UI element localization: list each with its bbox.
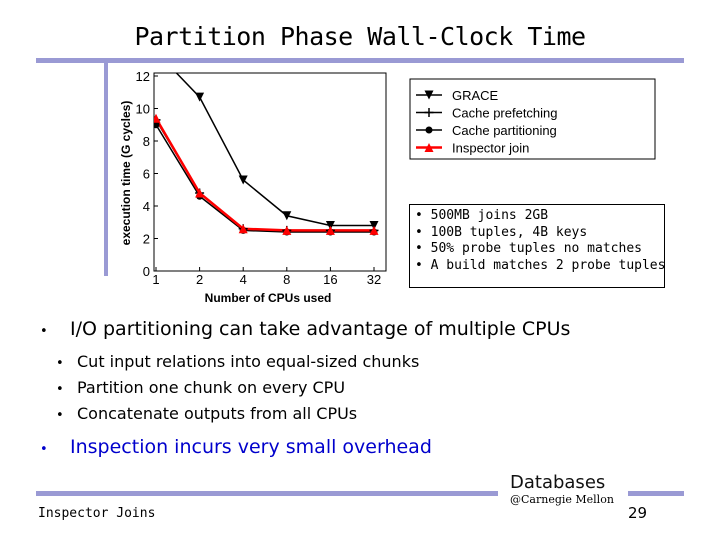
legend-marker — [424, 143, 434, 152]
footer-brand: Databases — [510, 472, 606, 493]
note-line: • 50% probe tuples no matches — [415, 241, 642, 256]
data-point-inspector-join — [369, 225, 379, 235]
y-tick-label: 0 — [143, 264, 150, 279]
footer-title: Inspector Joins — [38, 506, 156, 521]
data-point-grace — [238, 175, 248, 185]
y-axis-label: execution time (G cycles) — [119, 101, 133, 246]
chart-legend: GRACE Cache prefetching Cache partitioning… — [409, 78, 656, 160]
y-tick-label: 6 — [143, 167, 150, 182]
data-point-inspector-join — [154, 113, 161, 123]
bullet-dot: • — [40, 324, 48, 339]
bullet-text: I/O partitioning can take advantage of m… — [70, 318, 571, 340]
x-tick-label: 4 — [240, 272, 247, 287]
series-line-inspector-join — [154, 117, 374, 232]
note-line: • A build matches 2 probe tuples — [415, 257, 666, 273]
legend-item-cache-partitioning: Cache partitioning — [416, 123, 557, 138]
sub-bullet-text: Cut input relations into equal-sized chu… — [77, 352, 420, 371]
legend-label: Inspector join — [452, 141, 529, 156]
series-line-grace — [175, 73, 374, 227]
plot-area — [153, 72, 387, 272]
sub-bullet-item: • Concatenate outputs from all CPUs — [56, 404, 357, 423]
data-point-inspector-join — [325, 225, 335, 235]
sub-bullet-text: Concatenate outputs from all CPUs — [77, 404, 358, 423]
sub-bullet-item: • Partition one chunk on every CPU — [56, 378, 345, 397]
bullet-item-highlight: • Inspection incurs very small overhead — [40, 436, 432, 458]
data-point-grace — [325, 221, 335, 230]
x-tick-label: 2 — [196, 272, 203, 287]
x-tick-label: 16 — [323, 272, 337, 287]
bullet-dot: • — [56, 356, 64, 371]
series-line-cache-partitioning — [155, 124, 374, 233]
data-point-grace — [369, 221, 379, 230]
legend-item-grace: GRACE — [416, 88, 499, 103]
footer-org: @Carnegie Mellon — [510, 493, 614, 506]
legend-label: Cache partitioning — [452, 123, 557, 138]
bullet-item: • I/O partitioning can take advantage of… — [40, 318, 570, 340]
legend-label: GRACE — [452, 88, 499, 103]
bullet-dot: • — [56, 382, 64, 397]
x-tick-label: 8 — [283, 272, 290, 287]
note-line: • 100B tuples, 4B keys — [415, 224, 588, 240]
data-point-grace — [195, 92, 205, 102]
x-tick-label: 1 — [152, 272, 159, 287]
slide-title: Partition Phase Wall-Clock Time — [134, 22, 586, 51]
legend-item-inspector-join: Inspector join — [416, 141, 529, 156]
left-accent-bar — [104, 62, 108, 276]
legend-marker — [424, 108, 434, 117]
y-tick-label: 4 — [143, 199, 150, 214]
x-tick-label: 32 — [367, 272, 381, 287]
bullet-dot: • — [56, 408, 64, 423]
sub-bullet-text: Partition one chunk on every CPU — [77, 378, 346, 397]
note-line: • 500MB joins 2GB — [415, 208, 549, 223]
legend-marker — [425, 126, 433, 134]
footer-divider-right — [628, 491, 684, 496]
y-tick-label: 8 — [143, 134, 150, 149]
sub-bullet-item: • Cut input relations into equal-sized c… — [56, 352, 419, 371]
y-tick-label: 2 — [143, 232, 150, 247]
experiment-notes-box: • 500MB joins 2GB • 100B tuples, 4B keys… — [409, 204, 665, 288]
bullet-dot: • — [40, 442, 48, 457]
data-point-inspector-join — [195, 188, 205, 198]
page-number: 29 — [628, 504, 648, 522]
data-point-cache-partitioning — [154, 121, 160, 129]
data-point-grace — [282, 211, 292, 221]
data-point-inspector-join — [282, 225, 292, 235]
title-divider — [36, 58, 684, 63]
bullet-text: Inspection incurs very small overhead — [70, 436, 432, 458]
legend-item-cache-prefetching: Cache prefetching — [416, 106, 558, 121]
y-tick-label: 12 — [136, 69, 150, 84]
footer-divider — [36, 491, 498, 496]
x-axis-label: Number of CPUs used — [205, 291, 332, 305]
data-point-inspector-join — [238, 224, 248, 234]
legend-marker — [424, 90, 434, 100]
y-tick-label: 10 — [136, 102, 150, 117]
legend-label: Cache prefetching — [452, 106, 558, 121]
data-point-grace — [152, 47, 161, 56]
